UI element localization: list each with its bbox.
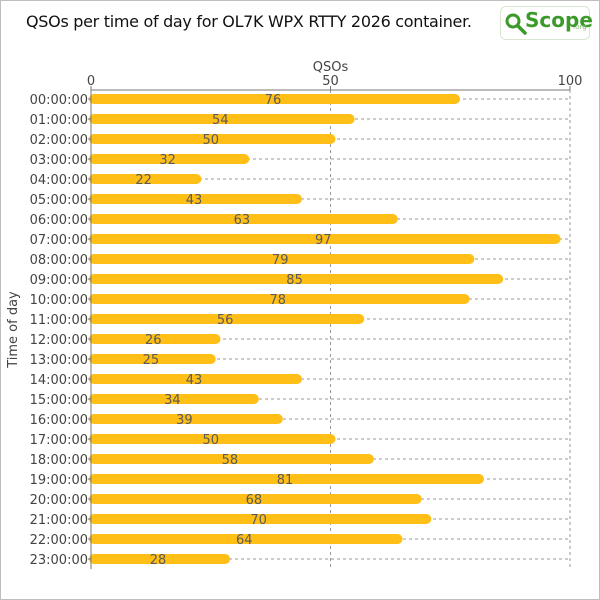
bar-value-label-2: 50: [202, 133, 219, 148]
bar-value-label-11: 56: [217, 313, 234, 328]
y-tick-label-8: 08:00:00: [30, 253, 88, 268]
bar-value-label-6: 63: [234, 213, 251, 228]
bar-value-label-3: 32: [159, 153, 176, 168]
y-tick-label-13: 13:00:00: [30, 353, 88, 368]
bar-value-label-5: 43: [186, 193, 203, 208]
y-axis-title: Time of day: [6, 291, 21, 369]
logo-name: Scope: [525, 8, 593, 32]
labels: 76 00:00:00 54 01:00:00 50 02:00:00 32 03:00:00…: [6, 60, 582, 568]
bar-value-label-8: 79: [272, 253, 289, 268]
y-tick-label-17: 17:00:00: [30, 433, 88, 448]
chart-title: QSOs per time of day for OL7K WPX RTTY 2…: [26, 12, 472, 31]
bar-value-label-18: 58: [222, 453, 239, 468]
bar-value-label-14: 43: [186, 373, 203, 388]
bar-value-label-16: 39: [176, 413, 193, 428]
bar-value-label-13: 25: [143, 353, 160, 368]
bar-value-label-12: 26: [145, 333, 162, 348]
y-tick-label-1: 01:00:00: [30, 113, 88, 128]
bar-value-label-4: 22: [135, 173, 152, 188]
y-tick-label-23: 23:00:00: [30, 553, 88, 568]
y-tick-label-19: 19:00:00: [30, 473, 88, 488]
logo-suffix: .org: [573, 23, 587, 31]
y-tick-label-0: 00:00:00: [30, 93, 88, 108]
y-tick-label-21: 21:00:00: [30, 513, 88, 528]
y-tick-label-10: 10:00:00: [30, 293, 88, 308]
bar-value-label-20: 68: [246, 493, 263, 508]
bar-value-label-19: 81: [277, 473, 294, 488]
y-tick-label-14: 14:00:00: [30, 373, 88, 388]
bar-value-label-7: 97: [315, 233, 332, 248]
y-tick-label-11: 11:00:00: [30, 313, 88, 328]
bar-value-label-23: 28: [150, 553, 167, 568]
y-tick-label-20: 20:00:00: [30, 493, 88, 508]
bars: [89, 94, 561, 564]
y-tick-label-22: 22:00:00: [30, 533, 88, 548]
y-tick-label-2: 02:00:00: [30, 133, 88, 148]
y-tick-label-6: 06:00:00: [30, 213, 88, 228]
bar-value-label-22: 64: [236, 533, 253, 548]
y-tick-label-15: 15:00:00: [30, 393, 88, 408]
y-tick-label-9: 09:00:00: [30, 273, 88, 288]
bar-value-label-0: 76: [265, 93, 282, 108]
y-tick-label-5: 05:00:00: [30, 193, 88, 208]
x-tick-label-1: 50: [322, 74, 339, 89]
bar-value-label-10: 78: [270, 293, 287, 308]
bar-value-label-1: 54: [212, 113, 229, 128]
magnifier-q-icon: [505, 13, 527, 35]
y-tick-label-7: 07:00:00: [30, 233, 88, 248]
x-tick-label-0: 0: [87, 74, 95, 89]
bar-value-label-17: 50: [202, 433, 219, 448]
y-tick-label-18: 18:00:00: [30, 453, 88, 468]
bar-value-label-15: 34: [164, 393, 181, 408]
y-tick-label-4: 04:00:00: [30, 173, 88, 188]
y-tick-label-12: 12:00:00: [30, 333, 88, 348]
qscope-logo[interactable]: Scope .org: [500, 6, 593, 40]
bar-value-label-21: 70: [250, 513, 267, 528]
x-tick-label-2: 100: [558, 74, 583, 89]
axes: [88, 86, 571, 569]
x-axis-title: QSOs: [313, 60, 349, 75]
bar-value-label-9: 85: [286, 273, 303, 288]
y-tick-label-16: 16:00:00: [30, 413, 88, 428]
y-tick-label-3: 03:00:00: [30, 153, 88, 168]
